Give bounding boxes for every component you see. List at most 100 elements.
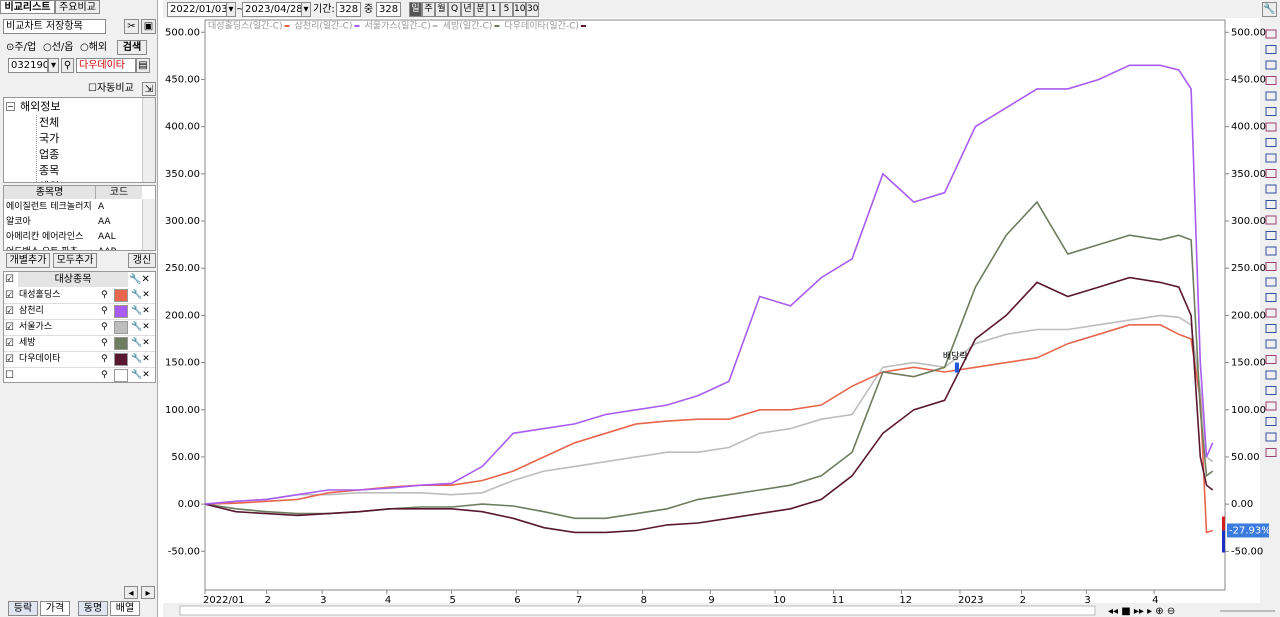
tool-icon[interactable] [1265,386,1277,395]
interval-button[interactable]: 주 [422,2,435,17]
radio[interactable]: ○선/옵 [43,42,74,53]
tool-icon[interactable] [1265,215,1277,225]
saved-select[interactable]: 비교차트 저장항목 [3,19,106,34]
interval-button[interactable]: 10 [513,2,526,17]
icon[interactable]: ⚲ [101,354,108,364]
interval-button[interactable]: 30 [526,2,539,17]
color-swatch[interactable] [114,321,128,334]
tool-icon[interactable] [1265,401,1277,411]
list-item[interactable]: 서울가스 [19,322,53,332]
icon[interactable]: ⚲ [101,322,108,332]
icon[interactable]: 🔧✕ [131,354,150,364]
tool-icon[interactable] [1265,169,1277,178]
icon[interactable]: ⚲ [101,338,108,348]
tab[interactable]: 동명 [78,601,108,616]
tool-icon[interactable] [1265,153,1277,163]
icon[interactable]: ⚲ [61,58,74,73]
tool-icon[interactable] [1265,107,1277,116]
icon[interactable]: 🔧✕ [131,306,150,316]
interval-button[interactable]: 분 [474,2,487,17]
table-cell[interactable]: 어드밴스 오토 파츠 [6,245,96,250]
interval-button[interactable]: 월 [435,2,448,17]
tool-icon[interactable] [1265,29,1277,39]
list-item[interactable]: 세방 [19,338,36,348]
tab[interactable]: 등락 [8,601,38,616]
check[interactable]: ☑ [5,322,14,333]
auto-compare[interactable]: ☐자동비교 [88,83,134,94]
interval-button[interactable]: 1 [487,2,500,17]
check[interactable]: ☑ [5,290,14,301]
tool-icon[interactable] [1265,122,1277,132]
table-cell[interactable]: 에이질런트 테크놀러지 [6,202,92,212]
tree-item[interactable]: 종목 [36,163,136,178]
period[interactable]: 328 [336,2,361,17]
tab[interactable]: 가격 [40,601,70,616]
table-cell[interactable]: A [98,202,105,212]
tool-icon[interactable] [1265,76,1277,85]
tool-icon[interactable] [1265,262,1277,271]
tool-icon[interactable] [1265,200,1277,209]
tool-icon[interactable] [1265,324,1277,333]
end-date[interactable]: 2023/04/28 [242,2,302,17]
settings-icon[interactable]: 🔧 [1262,2,1277,17]
table-cell[interactable]: AA [98,217,111,227]
tool-icon[interactable] [1265,60,1277,70]
tool-icon[interactable] [1265,184,1277,194]
list-item[interactable]: 대성홀딩스 [19,290,61,300]
icon[interactable]: ⚲ [101,370,108,380]
dropdown[interactable]: ▾ [48,58,59,73]
tool-icon[interactable] [1265,355,1277,364]
icon[interactable]: 🔧✕ [131,338,150,348]
color-swatch[interactable] [114,289,128,302]
start-date[interactable]: 2022/01/03 [167,2,227,17]
tool-icon[interactable] [1265,246,1277,256]
tool-icon[interactable] [1265,277,1277,287]
color-swatch[interactable] [114,337,128,350]
tool-icon[interactable] [1265,417,1277,426]
tool-icon[interactable] [1265,293,1277,302]
check[interactable]: ☑ [5,338,14,349]
scrollbar[interactable] [179,605,1096,616]
tool-icon[interactable] [1265,432,1277,442]
icon[interactable]: ▣ [141,19,156,34]
list-item[interactable]: 다우데이타 [19,354,61,364]
tree-item[interactable]: 해외DR [36,179,136,182]
icon[interactable]: 🔧✕ [131,290,150,300]
button[interactable]: 모두추가 [53,253,97,268]
tool-icon[interactable] [1265,91,1277,101]
color-swatch[interactable] [114,305,128,318]
interval-button[interactable]: Q [448,2,461,17]
icon[interactable]: 🔧✕ [131,322,150,332]
icon[interactable]: ⇲ [142,82,156,96]
nav-icons[interactable]: ◂◂ ■ ▸▸ ▸ ⊕ ⊖ [1108,606,1175,617]
dropdown[interactable]: ▾ [301,2,311,17]
tab[interactable]: 비교리스트 [0,0,55,14]
list-item[interactable]: 삼천리 [19,306,44,316]
icon[interactable]: ✂ [124,19,139,34]
tool-icon[interactable] [1265,308,1277,318]
table-cell[interactable]: 알코아 [6,217,31,227]
color-swatch[interactable] [114,353,128,366]
icon[interactable]: 🔧✕ [131,370,150,380]
tool-icon[interactable] [1265,231,1277,240]
tree-item[interactable]: 국가 [36,131,136,146]
arrow-right[interactable]: ▸ [141,586,155,599]
icon[interactable]: ⚲ [101,306,108,316]
table-cell[interactable]: AAL [98,232,116,242]
tab[interactable]: 주요비교 [55,0,100,14]
check[interactable]: ☑ [5,354,14,365]
arrow-left[interactable]: ◂ [124,586,138,599]
tree-item[interactable]: 업종 [36,147,136,162]
tool-icon[interactable] [1265,448,1277,457]
icon[interactable]: ⚲ [101,290,108,300]
code-input[interactable]: 032190 [8,58,48,73]
button[interactable]: 개별추가 [6,253,50,268]
tool-icon[interactable] [1265,138,1277,147]
check[interactable]: ☑ [5,306,14,317]
tool-icon[interactable] [1265,339,1277,349]
tool-icon[interactable] [1265,45,1277,54]
interval-button[interactable]: 일 [409,2,422,17]
check[interactable]: ☐ [5,370,14,381]
dropdown[interactable]: ▾ [226,2,236,17]
interval-button[interactable]: 5 [500,2,513,17]
